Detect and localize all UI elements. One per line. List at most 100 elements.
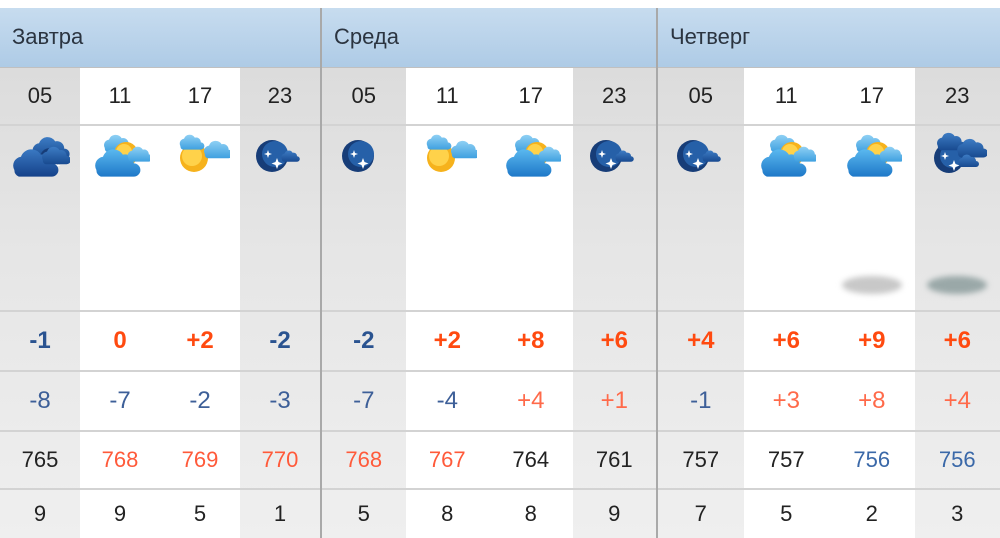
day-header[interactable]: Среда (322, 8, 656, 68)
cloudy-night-icon (927, 132, 989, 187)
wind-speed: 9 (608, 501, 621, 526)
hour-label: 17 (829, 68, 915, 126)
temperature: -1 (0, 312, 80, 372)
weather-icon-cell (489, 126, 573, 312)
temperature: +4 (658, 312, 744, 372)
feels-like-temperature: +4 (914, 372, 1000, 432)
pressure: 756 (829, 432, 915, 490)
hour-label: 11 (405, 68, 489, 126)
forecast-table: Завтра 05 -1 -8 765 9 11 0 -7 768 9 17 +… (0, 8, 1000, 538)
heavy-clouds-night-icon (10, 132, 71, 187)
hour-column: 23 +6 +4 756 3 (914, 68, 1000, 538)
wind-speed: 2 (865, 501, 878, 526)
feels-like-temperature: +3 (743, 372, 829, 432)
hour-column: 23 -2 -3 770 1 (240, 68, 320, 538)
weather-icon-cell (914, 126, 1000, 312)
weather-icon-cell (80, 126, 160, 312)
hour-column: 11 +6 +3 757 5 (743, 68, 829, 538)
hour-label: 17 (489, 68, 573, 126)
weather-icon-cell (322, 126, 406, 312)
wind-speed: 8 (524, 501, 537, 526)
temperature: +6 (572, 312, 656, 372)
pressure: 767 (405, 432, 489, 490)
temperature: -2 (322, 312, 406, 372)
feels-like-temperature: -2 (160, 372, 240, 432)
hour-column: 11 +2 -4 767 8 (405, 68, 489, 538)
day-header[interactable]: Завтра (0, 8, 320, 68)
pressure: 757 (658, 432, 744, 490)
wind-speed: 9 (113, 501, 127, 526)
wind-speed: 7 (694, 501, 707, 526)
day-header[interactable]: Четверг (658, 8, 1000, 68)
clear-night-icon (334, 132, 394, 187)
wind-speed: 5 (193, 501, 207, 526)
hour-label: 23 (914, 68, 1000, 126)
temperature: +9 (829, 312, 915, 372)
day-group: Завтра 05 -1 -8 765 9 11 0 -7 768 9 17 +… (0, 8, 322, 538)
pressure: 756 (914, 432, 1000, 490)
weather-icon-cell (572, 126, 656, 312)
precipitation-icon (841, 276, 902, 294)
feels-like-temperature: +8 (829, 372, 915, 432)
hour-label: 23 (240, 68, 320, 126)
hour-column: 11 0 -7 768 9 (80, 68, 160, 538)
wind-speed: 1 (273, 501, 287, 526)
temperature: +2 (160, 312, 240, 372)
temperature: -2 (240, 312, 320, 372)
weather-icon-cell (0, 126, 80, 312)
weather-icon-cell (829, 126, 915, 312)
temperature: +6 (914, 312, 1000, 372)
hour-column: 23 +6 +1 761 9 (572, 68, 656, 538)
temperature: +2 (405, 312, 489, 372)
hour-column: 05 -2 -7 768 5 (322, 68, 406, 538)
feels-like-temperature: -7 (322, 372, 406, 432)
wind-speed: 5 (357, 501, 370, 526)
hour-column: 17 +2 -2 769 5 (160, 68, 240, 538)
pressure: 764 (489, 432, 573, 490)
feels-like-temperature: -8 (0, 372, 80, 432)
sun-light-clouds-icon (170, 132, 233, 187)
wind-speed: 8 (441, 501, 454, 526)
hour-column: 17 +9 +8 756 2 (829, 68, 915, 538)
partly-cloudy-day-icon (842, 132, 905, 187)
hour-label: 05 (658, 68, 744, 126)
hour-label: 11 (80, 68, 160, 126)
hour-label: 17 (160, 68, 240, 126)
hour-label: 05 (0, 68, 80, 126)
pressure: 761 (572, 432, 656, 490)
feels-like-temperature: -4 (405, 372, 489, 432)
night-small-cloud-icon (250, 132, 310, 187)
sun-light-clouds-icon (417, 132, 481, 187)
wind-speed: 5 (780, 501, 793, 526)
pressure: 765 (0, 432, 80, 490)
hour-label: 23 (572, 68, 656, 126)
temperature: +6 (743, 312, 829, 372)
pressure: 769 (160, 432, 240, 490)
weather-icon-cell (658, 126, 744, 312)
day-group: Четверг 05 +4 -1 757 7 11 +6 +3 757 5 17… (658, 8, 1000, 538)
wind-speed: 3 (951, 501, 964, 526)
partly-cloudy-day-icon (90, 132, 153, 187)
night-small-cloud-icon (584, 132, 644, 187)
partly-cloudy-day-icon (756, 132, 819, 187)
hour-column: 17 +8 +4 764 8 (489, 68, 573, 538)
temperature: +8 (489, 312, 573, 372)
hour-column: 05 -1 -8 765 9 (0, 68, 80, 538)
temperature: 0 (80, 312, 160, 372)
hour-column: 05 +4 -1 757 7 (658, 68, 744, 538)
day-group: Среда 05 -2 -7 768 5 11 +2 -4 767 8 17 +… (322, 8, 658, 538)
hour-label: 11 (743, 68, 829, 126)
precipitation-icon (927, 276, 988, 294)
pressure: 768 (80, 432, 160, 490)
partly-cloudy-day-icon (501, 132, 564, 187)
feels-like-temperature: +4 (489, 372, 573, 432)
pressure: 757 (743, 432, 829, 490)
hour-label: 05 (322, 68, 406, 126)
feels-like-temperature: -7 (80, 372, 160, 432)
pressure: 770 (240, 432, 320, 490)
weather-icon-cell (743, 126, 829, 312)
weather-icon-cell (405, 126, 489, 312)
feels-like-temperature: -1 (658, 372, 744, 432)
feels-like-temperature: -3 (240, 372, 320, 432)
feels-like-temperature: +1 (572, 372, 656, 432)
